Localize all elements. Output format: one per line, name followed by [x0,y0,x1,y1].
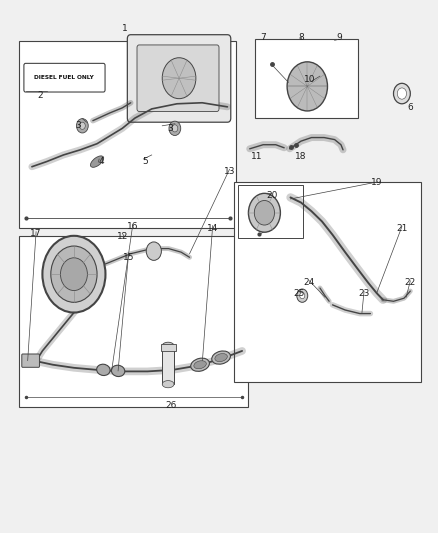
FancyBboxPatch shape [137,45,219,111]
Ellipse shape [191,358,209,372]
Circle shape [77,119,88,133]
Text: 10: 10 [304,75,315,84]
Circle shape [51,246,97,302]
Ellipse shape [215,353,227,361]
Text: DIESEL FUEL ONLY: DIESEL FUEL ONLY [35,75,94,80]
Bar [238,184,303,238]
Text: 18: 18 [295,152,307,161]
Text: 9: 9 [336,33,342,42]
Circle shape [393,83,410,104]
Circle shape [146,242,161,260]
Circle shape [254,200,275,225]
FancyBboxPatch shape [22,354,39,367]
Text: 21: 21 [396,224,408,232]
Ellipse shape [194,361,206,369]
Ellipse shape [91,156,104,167]
Bar [255,39,358,118]
Ellipse shape [111,365,125,376]
Ellipse shape [212,351,230,364]
Circle shape [79,122,85,130]
Circle shape [169,121,181,135]
Ellipse shape [162,381,174,388]
Text: 16: 16 [127,222,138,231]
Text: 6: 6 [407,103,413,112]
Text: 23: 23 [358,288,370,297]
Ellipse shape [97,364,110,376]
Text: 20: 20 [266,191,277,200]
Text: 22: 22 [405,278,416,287]
Circle shape [287,62,328,111]
Text: 2: 2 [38,91,43,100]
Circle shape [60,258,88,290]
Bar [162,346,174,384]
Text: 14: 14 [207,224,219,232]
Circle shape [172,125,178,132]
FancyBboxPatch shape [24,63,105,92]
Text: 15: 15 [123,253,134,262]
Circle shape [162,58,196,99]
Circle shape [297,289,308,302]
Bar [161,344,176,351]
Text: 11: 11 [251,152,263,161]
Circle shape [42,236,106,312]
Text: 19: 19 [371,177,382,187]
Text: 1: 1 [121,24,127,33]
Circle shape [248,193,280,232]
Text: 3: 3 [75,122,81,130]
Text: 3: 3 [168,124,173,133]
Ellipse shape [162,342,174,350]
Text: 26: 26 [165,401,177,410]
Circle shape [397,88,406,99]
Text: 4: 4 [99,157,104,166]
Bar [234,182,421,382]
Bar [19,236,248,407]
Text: 12: 12 [117,232,128,241]
Text: 17: 17 [30,229,42,238]
Text: 5: 5 [142,157,148,166]
FancyBboxPatch shape [127,35,231,122]
Text: 7: 7 [260,33,266,42]
Text: 13: 13 [224,167,235,176]
Text: 25: 25 [293,288,304,297]
Bar [19,42,236,228]
Text: 8: 8 [298,33,304,42]
Text: 24: 24 [304,278,315,287]
Circle shape [300,293,305,298]
